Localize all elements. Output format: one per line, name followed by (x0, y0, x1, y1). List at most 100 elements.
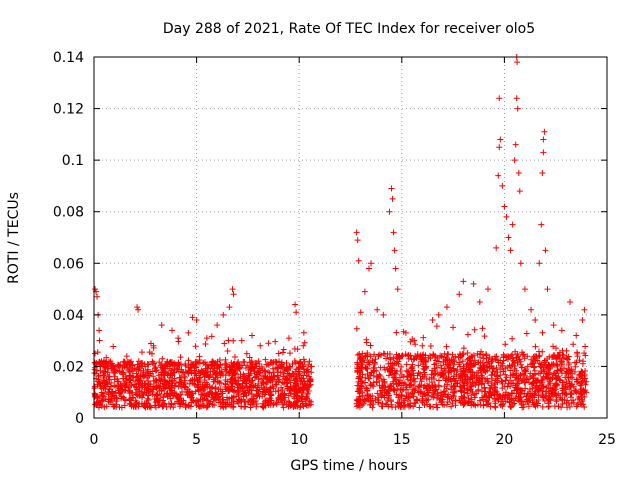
data-point (242, 364, 249, 371)
data-point (166, 380, 173, 387)
data-point (265, 340, 272, 347)
data-point (510, 395, 517, 402)
data-point (301, 358, 308, 365)
data-point (283, 360, 290, 367)
data-point (372, 356, 379, 363)
data-point (467, 369, 474, 376)
data-point (354, 237, 361, 244)
data-point (393, 329, 400, 336)
data-point (291, 382, 298, 389)
data-point (187, 377, 194, 384)
data-point (204, 365, 211, 372)
data-point (167, 395, 174, 402)
data-point (405, 389, 412, 396)
data-point (538, 221, 545, 228)
data-point (280, 391, 287, 398)
data-point (503, 389, 510, 396)
data-point (570, 397, 577, 404)
data-point (573, 376, 580, 383)
data-point (99, 397, 106, 404)
data-point (140, 391, 147, 398)
data-point (368, 398, 375, 405)
data-point (369, 404, 376, 411)
data-point (235, 374, 242, 381)
data-point (435, 383, 442, 390)
x-tick-label: 10 (290, 432, 308, 448)
data-point (277, 394, 284, 401)
data-point (502, 341, 509, 348)
data-point (507, 372, 514, 379)
data-point (452, 397, 459, 404)
data-point (247, 404, 254, 411)
data-point (162, 369, 169, 376)
data-point (476, 298, 483, 305)
data-point (427, 355, 434, 362)
data-point (514, 59, 521, 66)
data-point (98, 402, 105, 409)
data-point (567, 298, 574, 305)
data-point (393, 391, 400, 398)
data-point (297, 402, 304, 409)
data-point (394, 286, 401, 293)
data-point (521, 286, 528, 293)
data-point (250, 400, 257, 407)
data-point (128, 382, 135, 389)
data-point (518, 401, 525, 408)
data-point (216, 357, 223, 364)
data-point (395, 380, 402, 387)
data-point (106, 373, 113, 380)
data-point (193, 317, 200, 324)
data-point (390, 355, 397, 362)
data-point (540, 393, 547, 400)
data-point (478, 394, 485, 401)
data-point (581, 404, 588, 411)
data-point (400, 373, 407, 380)
data-point (560, 355, 567, 362)
x-tick-label: 20 (495, 432, 513, 448)
data-point (133, 370, 140, 377)
data-point (479, 325, 486, 332)
data-point (417, 388, 424, 395)
data-point (499, 182, 506, 189)
data-point (514, 105, 521, 112)
data-point (532, 343, 539, 350)
data-point (260, 402, 267, 409)
data-point (469, 375, 476, 382)
data-point (377, 373, 384, 380)
x-tick-label: 0 (90, 432, 99, 448)
data-point (261, 402, 268, 409)
data-point (305, 368, 312, 375)
data-point (480, 355, 487, 362)
data-point (191, 381, 198, 388)
data-point (160, 401, 167, 408)
data-point (511, 387, 518, 394)
data-point (223, 368, 230, 375)
data-point (543, 384, 550, 391)
data-point (522, 385, 529, 392)
data-point (138, 349, 145, 356)
data-point (445, 375, 452, 382)
data-point (431, 365, 438, 372)
data-point (511, 157, 518, 164)
data-point (229, 375, 236, 382)
data-point (272, 364, 279, 371)
data-point (507, 383, 514, 390)
y-axis-title: ROTI / TECUs (6, 192, 22, 284)
x-tick-label: 15 (393, 432, 411, 448)
data-point (411, 399, 418, 406)
data-point (270, 401, 277, 408)
data-point (240, 393, 247, 400)
data-point (467, 386, 474, 393)
data-point (469, 353, 476, 360)
data-point (435, 392, 442, 399)
data-point (172, 390, 179, 397)
data-point (243, 350, 250, 357)
data-point (411, 337, 418, 344)
data-point (528, 306, 535, 313)
data-point (444, 394, 451, 401)
data-point (409, 386, 416, 393)
data-point (168, 327, 175, 334)
data-point (491, 403, 498, 410)
data-point (365, 359, 372, 366)
data-point (362, 379, 369, 386)
